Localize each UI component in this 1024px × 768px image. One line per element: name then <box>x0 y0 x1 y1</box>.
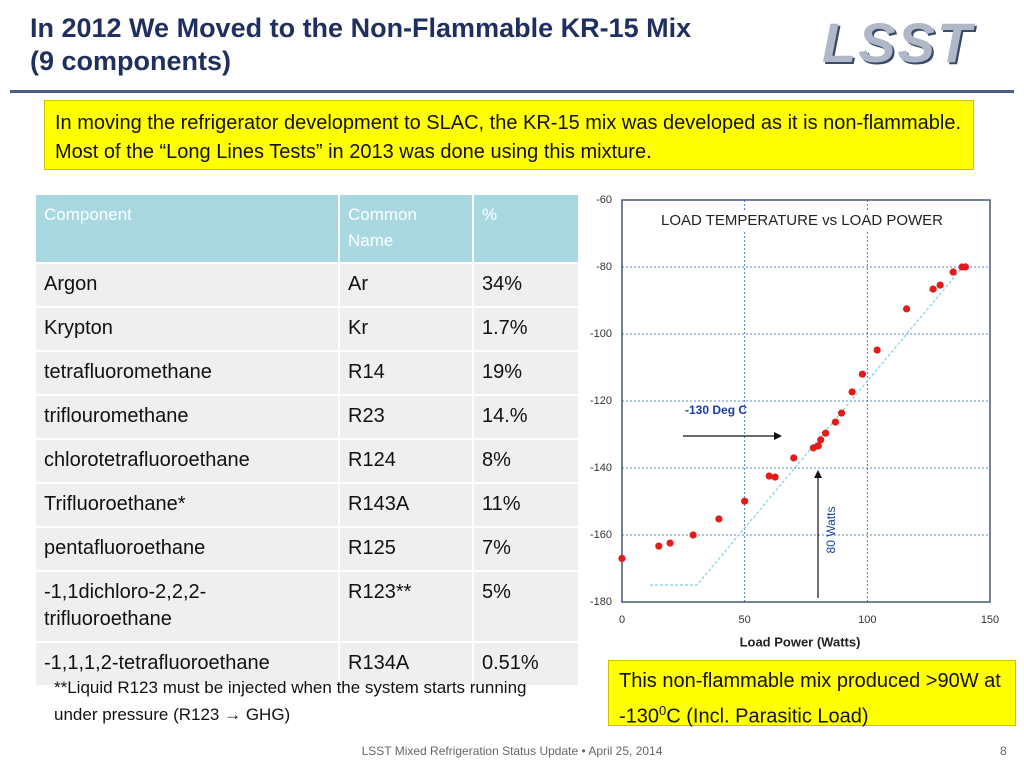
header-row: Component Common Name% <box>36 195 580 264</box>
result-sup: 0 <box>659 703 667 718</box>
table-cell: Ar <box>339 263 474 308</box>
x-tick-label: 50 <box>739 614 751 626</box>
table-cell: 8% <box>473 439 580 484</box>
table-row: chlorotetrafluoroethane R124 8% <box>36 439 580 484</box>
table-row: Trifluoroethane* R143A 11% <box>36 483 580 528</box>
title-line: In 2012 We Moved to the Non-Flammable KR… <box>30 13 692 43</box>
y-tick-label: -80 <box>596 261 612 273</box>
title-line: (9 components) <box>30 46 232 76</box>
table-cell: 7% <box>473 527 580 572</box>
table-cell: R124 <box>339 439 474 484</box>
data-point <box>858 370 867 378</box>
x-tick-label: 0 <box>619 614 625 626</box>
table-cell: 34% <box>473 263 580 308</box>
header-cell: % <box>473 195 580 264</box>
data-point <box>741 497 749 505</box>
annotation: 80 Watts <box>824 507 838 554</box>
data-point <box>817 436 825 444</box>
table-cell: tetrafluoromethane <box>36 351 340 396</box>
table-cell: R123** <box>339 571 474 643</box>
note: **Liquid R123 must be injected when the … <box>54 678 527 724</box>
data-point <box>814 442 822 450</box>
table-cell: 5% <box>473 571 580 643</box>
fit-line <box>650 262 967 586</box>
table-cell: Krypton <box>36 307 340 352</box>
table-cell: Kr <box>339 307 474 352</box>
data-point <box>715 515 723 523</box>
arrow-head <box>814 470 822 478</box>
arrow-head <box>774 432 782 440</box>
data-point <box>765 472 773 480</box>
data-point <box>873 346 881 354</box>
table-cell: 19% <box>473 351 580 396</box>
x-tick-label: 100 <box>858 614 876 626</box>
table-cell: 1.7% <box>473 307 580 352</box>
table-row: -1,1dichloro-2,2,2-trifluoroethane R123**… <box>36 571 580 643</box>
chart-title: LOAD TEMPERATURE vs LOAD POWER <box>661 212 943 229</box>
table-cell: 14.% <box>473 395 580 440</box>
table-row: Krypton Kr 1.7% <box>36 307 580 352</box>
table-cell: R125 <box>339 527 474 572</box>
data-point <box>949 268 957 276</box>
data-point <box>961 263 970 271</box>
intro-box: In moving the refrigerator development t… <box>44 100 974 170</box>
title-backdrop <box>626 210 978 232</box>
header-cell: Common Name <box>339 195 474 264</box>
component-table: Component Common Name% Argon Ar 34% Krypton Kr… <box>36 195 580 687</box>
data-point <box>831 418 840 426</box>
table-cell: R134A <box>339 642 474 687</box>
chart: -180 -160 -140 -120 -100 -80 -60 0 50 100 150 LOAD … <box>590 190 1010 655</box>
y-tick-label: -60 <box>596 194 612 206</box>
y-tick-label: -100 <box>590 328 612 340</box>
header-cell: Component <box>36 195 340 264</box>
table-cell: Argon <box>36 263 340 308</box>
data-point <box>666 539 674 547</box>
data-point <box>822 429 830 437</box>
table-cell: -1,1,1,2-tetrafluoroethane <box>36 642 340 687</box>
data-point <box>790 454 798 462</box>
x-tick-label: 150 <box>981 614 999 626</box>
table-row: -1,1,1,2-tetrafluoroethane R134A 0.51% <box>36 642 580 687</box>
data-point <box>655 542 663 550</box>
table-cell: Trifluoroethane* <box>36 483 340 528</box>
data-point <box>771 473 779 481</box>
table-row: Argon Ar 34% <box>36 263 580 308</box>
annotation: -130 Deg C <box>685 403 747 417</box>
data-point <box>902 305 911 313</box>
title-rule <box>10 90 1014 93</box>
data-point <box>936 281 944 289</box>
logo: LSST <box>822 11 974 74</box>
table-cell: -1,1dichloro-2,2,2-trifluoroethane <box>36 571 340 643</box>
table-cell: triflouromethane <box>36 395 340 440</box>
y-tick-label: -180 <box>590 596 612 608</box>
result-text: C (Incl. Parasitic Load) <box>666 705 869 728</box>
table-cell: R14 <box>339 351 474 396</box>
table-cell: 0.51% <box>473 642 580 687</box>
result-text: This non-flammable mix produced >90W at … <box>619 670 1001 728</box>
y-tick-label: -160 <box>590 529 612 541</box>
page-number: 8 <box>1000 744 1007 758</box>
table-row: pentafluoroethane R125 7% <box>36 527 580 572</box>
table-cell: pentafluoroethane <box>36 527 340 572</box>
data-point <box>689 531 697 539</box>
data-point <box>618 554 626 563</box>
x-axis-label: Load Power (Watts) <box>740 634 861 649</box>
table-cell: R23 <box>339 395 474 440</box>
y-tick-label: -140 <box>590 462 612 474</box>
data-point <box>848 388 856 396</box>
data-point <box>837 409 846 417</box>
footer: LSST Mixed Refrigeration Status Update •… <box>361 744 663 758</box>
table-cell: R143A <box>339 483 474 528</box>
y-tick-label: -120 <box>590 395 612 407</box>
table-row: tetrafluoromethane R14 19% <box>36 351 580 396</box>
table-cell: chlorotetrafluoroethane <box>36 439 340 484</box>
result-box: This non-flammable mix produced >90W at … <box>608 660 1016 728</box>
table-cell: 11% <box>473 483 580 528</box>
slide-title: In 2012 We Moved to the Non-Flammable KR… <box>30 12 691 78</box>
table-row: triflouromethane R23 14.% <box>36 395 580 440</box>
data-point <box>929 285 937 293</box>
